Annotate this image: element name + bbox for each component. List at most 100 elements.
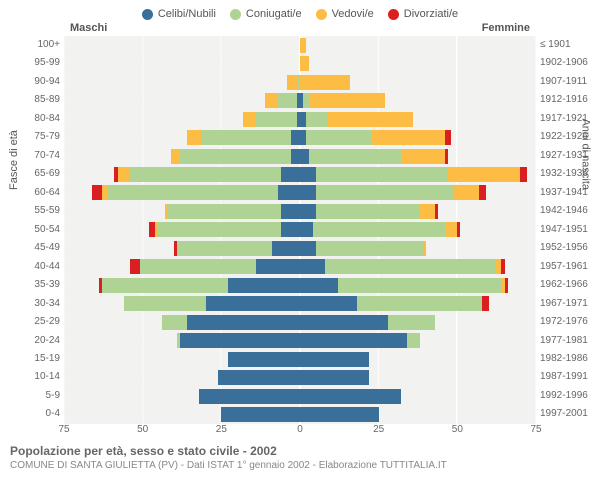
year-tick: 1992-1996 <box>540 387 590 405</box>
bar-segment <box>265 93 278 108</box>
bar-segment <box>407 333 420 348</box>
bar-row <box>64 221 536 239</box>
bar-segment <box>228 352 300 367</box>
bar-segment <box>300 352 369 367</box>
legend-label: Vedovi/e <box>332 8 374 20</box>
age-tick: 5-9 <box>10 387 60 405</box>
bar-segment <box>140 259 256 274</box>
bar-segment <box>300 204 316 219</box>
bar-segment <box>372 130 444 145</box>
legend-item: Divorziati/e <box>388 8 458 20</box>
bar-segment <box>328 112 413 127</box>
bar-row <box>64 258 536 276</box>
chart-title: Popolazione per età, sesso e stato civil… <box>10 444 590 458</box>
side-titles: Maschi Femmine <box>10 22 590 34</box>
bar-segment <box>272 241 300 256</box>
bar-segment <box>313 222 445 237</box>
bar-segment <box>168 204 281 219</box>
x-tick: 75 <box>58 424 69 435</box>
bar-segment <box>306 130 372 145</box>
bar-segment <box>278 93 297 108</box>
year-tick: 1912-1916 <box>540 91 590 109</box>
bar-segment <box>316 241 423 256</box>
year-tick: ≤ 1901 <box>540 36 590 54</box>
bar-segment <box>92 185 101 200</box>
bar-row <box>64 332 536 350</box>
bar-row <box>64 295 536 313</box>
bar-segment <box>309 149 400 164</box>
bar-segment <box>243 112 256 127</box>
year-tick: 1957-1961 <box>540 258 590 276</box>
bar-row <box>64 202 536 220</box>
age-tick: 90-94 <box>10 73 60 91</box>
age-tick: 35-39 <box>10 276 60 294</box>
bar-segment <box>118 167 131 182</box>
bar-row <box>64 128 536 146</box>
bar-segment <box>448 167 520 182</box>
year-tick: 1982-1986 <box>540 350 590 368</box>
age-tick: 40-44 <box>10 258 60 276</box>
year-tick: 1972-1976 <box>540 313 590 331</box>
bar-segment <box>300 185 316 200</box>
year-tick: 1952-1956 <box>540 239 590 257</box>
bar-segment <box>445 222 458 237</box>
age-tick: 55-59 <box>10 202 60 220</box>
year-tick: 1967-1971 <box>540 295 590 313</box>
year-tick: 1987-1991 <box>540 368 590 386</box>
bar-segment <box>309 93 385 108</box>
bar-row <box>64 350 536 368</box>
bar-segment <box>281 167 300 182</box>
bar-segment <box>300 315 388 330</box>
bar-segment <box>206 296 300 311</box>
legend-item: Celibi/Nubili <box>142 8 216 20</box>
bar-segment <box>281 222 300 237</box>
bar-segment <box>256 259 300 274</box>
age-tick: 95-99 <box>10 54 60 72</box>
chart-footer: Popolazione per età, sesso e stato civil… <box>10 444 590 471</box>
bar-segment <box>520 167 526 182</box>
plot-area: Fasce di età Anni di nascita 100+95-9990… <box>10 36 590 424</box>
y-axis-left-label: Fasce di età <box>8 130 20 190</box>
bar-segment <box>479 185 485 200</box>
bar-row <box>64 368 536 386</box>
bar-segment <box>423 241 426 256</box>
bar-segment <box>228 278 300 293</box>
bar-row <box>64 165 536 183</box>
age-tick: 50-54 <box>10 221 60 239</box>
age-tick: 45-49 <box>10 239 60 257</box>
bar-segment <box>300 333 407 348</box>
legend-label: Celibi/Nubili <box>158 8 216 20</box>
bar-segment <box>300 56 309 71</box>
bar-segment <box>316 167 448 182</box>
y-axis-year: ≤ 19011902-19061907-19111912-19161917-19… <box>536 36 590 424</box>
year-tick: 1947-1951 <box>540 221 590 239</box>
bar-segment <box>187 315 300 330</box>
age-tick: 10-14 <box>10 368 60 386</box>
bar-segment <box>199 389 300 404</box>
bar-segment <box>445 130 451 145</box>
age-tick: 25-29 <box>10 313 60 331</box>
y-axis-right-label: Anni di nascita <box>580 118 592 190</box>
bar-segment <box>300 222 313 237</box>
bar-segment <box>162 315 187 330</box>
bar-row <box>64 36 536 54</box>
bar-segment <box>501 259 504 274</box>
bar-segment <box>300 389 401 404</box>
bar-row <box>64 110 536 128</box>
bar-segment <box>300 370 369 385</box>
bar-segment <box>291 149 300 164</box>
bar-segment <box>108 185 278 200</box>
bar-row <box>64 239 536 257</box>
female-label: Femmine <box>482 22 530 34</box>
bar-segment <box>482 296 488 311</box>
year-tick: 1997-2001 <box>540 405 590 423</box>
bar-segment <box>300 241 316 256</box>
bar-row <box>64 276 536 294</box>
legend-item: Vedovi/e <box>316 8 374 20</box>
bar-segment <box>357 296 483 311</box>
bar-segment <box>300 407 379 422</box>
bar-row <box>64 73 536 91</box>
bar-segment <box>435 204 438 219</box>
legend-label: Coniugati/e <box>246 8 302 20</box>
x-tick: 25 <box>373 424 384 435</box>
